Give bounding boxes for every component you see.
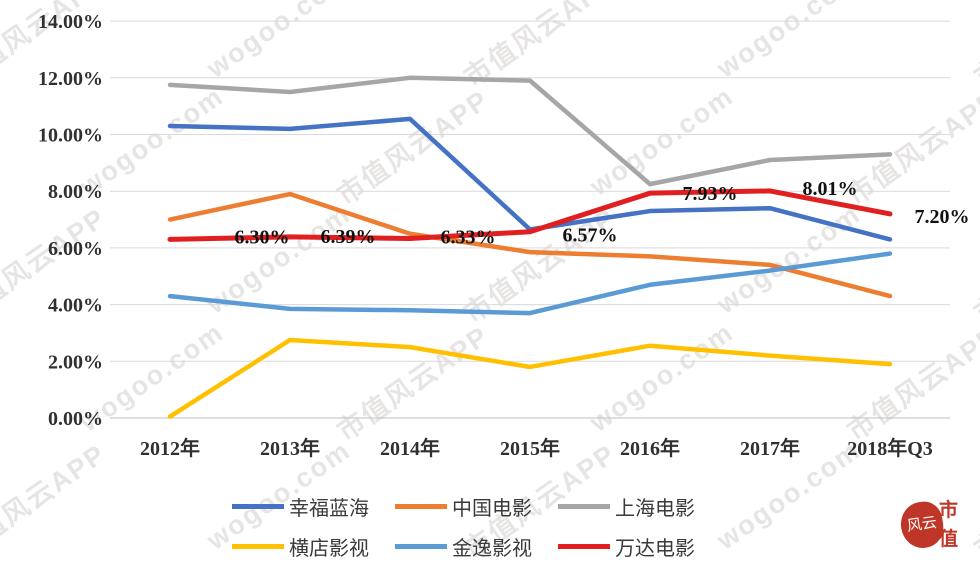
legend-item: 幸福蓝海 bbox=[232, 492, 395, 521]
legend-item: 横店影视 bbox=[232, 532, 395, 561]
legend-line-marker-icon bbox=[395, 504, 447, 509]
logo-seal-text: 风云 bbox=[905, 514, 938, 535]
shizhi-fengyun-logo: 风云 市 值 bbox=[898, 492, 971, 564]
y-tick-label: 2.00% bbox=[48, 351, 103, 373]
series-line-5 bbox=[167, 251, 893, 316]
legend-item: 金逸影视 bbox=[395, 532, 558, 561]
legend-label: 横店影视 bbox=[289, 538, 369, 560]
series-line-2 bbox=[167, 191, 893, 299]
series-line-3 bbox=[167, 75, 893, 187]
y-tick-label: 6.00% bbox=[48, 238, 103, 260]
legend-item: 万达电影 bbox=[558, 532, 721, 561]
logo-side-bottom: 值 bbox=[939, 529, 959, 551]
legend-item: 中国电影 bbox=[395, 492, 558, 521]
data-label: 7.20% bbox=[915, 206, 970, 228]
y-tick-label: 14.00% bbox=[38, 11, 103, 33]
legend-label: 幸福蓝海 bbox=[289, 498, 369, 520]
series-line-6 bbox=[167, 188, 893, 242]
x-tick-label: 2017年 bbox=[740, 436, 800, 460]
legend-item: 上海电影 bbox=[558, 492, 721, 521]
y-tick-label: 12.00% bbox=[38, 68, 103, 90]
logo-side-top: 市 bbox=[939, 500, 959, 521]
series-line-4 bbox=[167, 337, 893, 419]
x-tick-label: 2018年Q3 bbox=[847, 436, 933, 460]
legend-line-marker-icon bbox=[558, 544, 610, 549]
x-tick-label: 2016年 bbox=[620, 436, 680, 460]
x-tick-label: 2013年 bbox=[260, 436, 320, 460]
chart-legend: 幸福蓝海 中国电影 上海电影横店影视 金逸影视 万达电影 bbox=[232, 492, 721, 561]
legend-line-marker-icon bbox=[395, 544, 447, 549]
y-tick-label: 10.00% bbox=[38, 125, 103, 147]
data-label: 6.33% bbox=[441, 227, 496, 249]
legend-line-marker-icon bbox=[232, 544, 284, 549]
data-label: 6.39% bbox=[321, 226, 376, 248]
legend-label: 金逸影视 bbox=[452, 538, 532, 560]
data-label: 8.01% bbox=[803, 178, 858, 200]
data-label: 6.57% bbox=[563, 225, 618, 247]
logo-side-text: 市 值 bbox=[939, 496, 958, 555]
y-tick-label: 8.00% bbox=[48, 181, 103, 203]
legend-label: 上海电影 bbox=[615, 498, 695, 520]
legend-label: 万达电影 bbox=[615, 538, 695, 560]
y-tick-label: 0.00% bbox=[48, 408, 103, 430]
data-label: 6.30% bbox=[235, 226, 290, 248]
legend-label: 中国电影 bbox=[452, 498, 532, 520]
legend-row: 幸福蓝海 中国电影 上海电影 bbox=[232, 492, 721, 521]
x-tick-label: 2014年 bbox=[380, 436, 440, 460]
legend-line-marker-icon bbox=[232, 504, 284, 509]
legend-line-marker-icon bbox=[558, 504, 610, 509]
line-chart: 0.00% 2.00% 4.00% 6.00% 8.00% 10.00% 12.00% 14.… bbox=[38, 11, 970, 460]
x-tick-label: 2015年 bbox=[500, 436, 560, 460]
data-label: 7.93% bbox=[683, 183, 738, 205]
legend-row: 横店影视 金逸影视 万达电影 bbox=[232, 532, 721, 561]
x-tick-label: 2012年 bbox=[140, 436, 200, 460]
y-tick-label: 4.00% bbox=[48, 295, 103, 317]
series-line-1 bbox=[167, 116, 893, 242]
